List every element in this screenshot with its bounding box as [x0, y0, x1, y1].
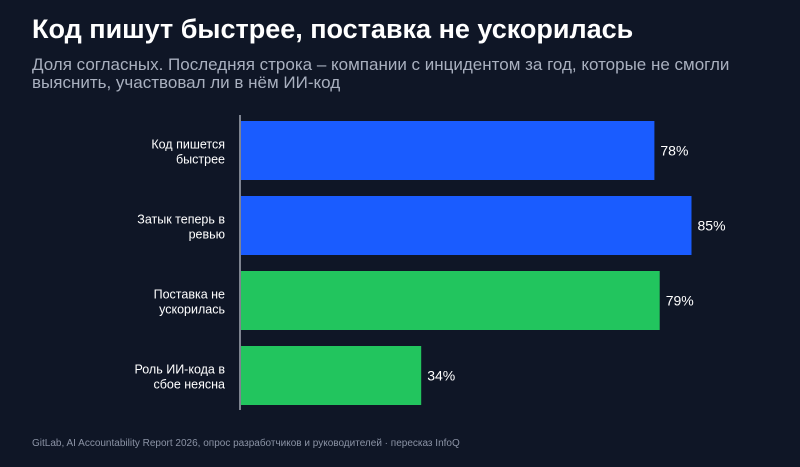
category-label: Затык теперь в ревью — [137, 213, 225, 242]
value-label: 85% — [698, 218, 726, 234]
bar — [241, 346, 422, 405]
bar — [241, 196, 692, 255]
bar — [241, 271, 660, 330]
value-label: 34% — [427, 368, 455, 384]
chart-title: Код пишут быстрее, поставка не ускорилас… — [32, 14, 634, 44]
value-label: 79% — [666, 293, 694, 309]
source-note: GitLab, AI Accountability Report 2026, о… — [32, 438, 460, 449]
value-label: 78% — [660, 143, 688, 159]
category-label: Поставка не ускорилась — [154, 288, 225, 317]
category-label: Роль ИИ-кода в сбое неясна — [134, 363, 225, 392]
category-label: Код пишется быстрее — [151, 138, 225, 167]
bar — [241, 121, 655, 180]
chart-subtitle: Доля согласных. Последняя строка – компа… — [32, 55, 730, 92]
